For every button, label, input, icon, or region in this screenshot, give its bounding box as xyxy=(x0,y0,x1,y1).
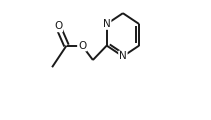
Text: N: N xyxy=(119,51,127,61)
Text: O: O xyxy=(78,41,86,51)
Text: O: O xyxy=(54,21,62,31)
Text: N: N xyxy=(103,19,111,29)
